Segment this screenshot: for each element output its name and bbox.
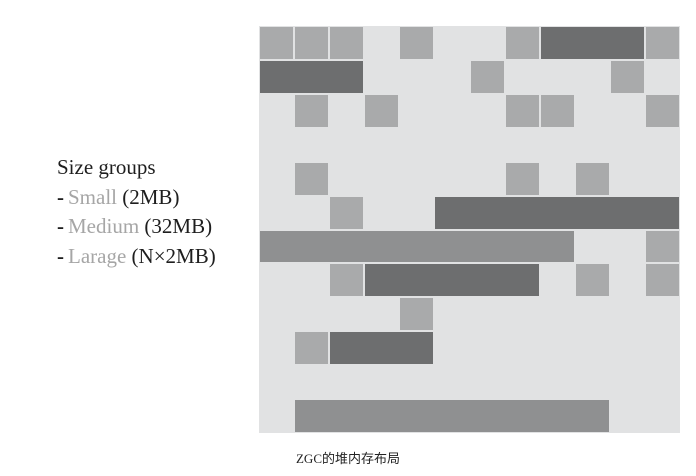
heap-region-small: [471, 61, 504, 93]
heap-region-grid: [259, 26, 680, 433]
heap-region-small: [295, 95, 328, 127]
legend-dash: -: [57, 243, 64, 268]
heap-region-small: [330, 197, 363, 229]
heap-region-small: [611, 61, 644, 93]
heap-region-small: [646, 264, 679, 296]
legend-small-size: (2MB): [122, 184, 180, 209]
heap-region-small: [295, 163, 328, 195]
legend-large-size: (N×2MB): [131, 243, 216, 268]
legend-medium-size: (32MB): [144, 214, 213, 238]
legend-dash: -: [57, 184, 64, 209]
heap-region-small: [576, 264, 609, 296]
heap-region-large: [260, 231, 574, 262]
heap-region-small: [400, 27, 433, 59]
heap-region-medium: [260, 61, 363, 93]
heap-region-medium: [365, 264, 539, 296]
legend-item-large: - Larage (N×2MB): [57, 242, 216, 272]
heap-region-small: [646, 231, 679, 262]
heap-region-small: [646, 95, 679, 127]
heap-region-small: [506, 163, 539, 195]
heap-region-medium: [541, 27, 644, 59]
figure-caption: ZGC的堆内存布局: [295, 451, 400, 466]
legend-medium-label: Medium: [68, 214, 140, 238]
heap-region-small: [506, 27, 539, 59]
heap-region-small: [576, 163, 609, 195]
legend-dash: -: [57, 214, 64, 238]
heap-region-small: [295, 27, 328, 59]
heap-region-small: [400, 298, 433, 330]
size-groups-legend: Size groups - Small (2MB) - Medium (32MB) …: [57, 153, 216, 271]
heap-region-small: [646, 27, 679, 59]
heap-region-small: [506, 95, 539, 127]
heap-region-medium: [435, 197, 679, 229]
heap-region-medium: [330, 332, 433, 364]
heap-region-small: [330, 27, 363, 59]
heap-region-small: [330, 264, 363, 296]
heap-region-small: [295, 332, 328, 364]
heap-region-small: [541, 95, 574, 127]
heap-region-large: [295, 400, 609, 432]
legend-large-label: Larage: [68, 243, 127, 268]
legend-title: Size groups: [57, 155, 156, 179]
legend-small-label: Small: [68, 184, 118, 209]
heap-region-small: [260, 27, 293, 59]
heap-region-small: [365, 95, 398, 127]
legend-item-small: - Small (2MB): [57, 183, 216, 213]
legend-item-medium: - Medium (32MB): [57, 212, 216, 242]
